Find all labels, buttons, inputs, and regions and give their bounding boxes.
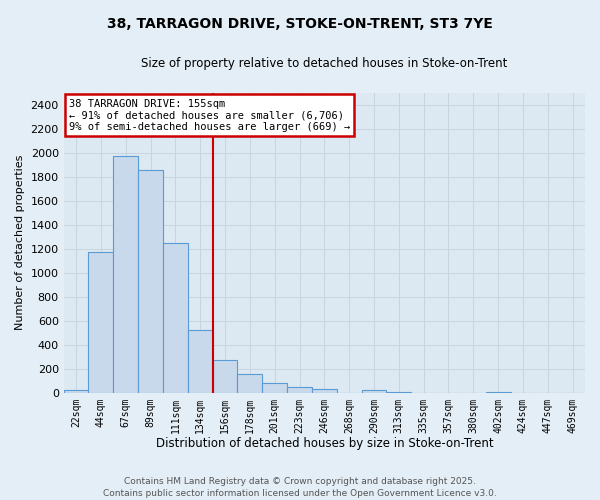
Bar — [212, 360, 238, 392]
Text: 38 TARRAGON DRIVE: 155sqm
← 91% of detached houses are smaller (6,706)
9% of sem: 38 TARRAGON DRIVE: 155sqm ← 91% of detac… — [69, 98, 350, 132]
X-axis label: Distribution of detached houses by size in Stoke-on-Trent: Distribution of detached houses by size … — [155, 437, 493, 450]
Bar — [163, 243, 188, 392]
Bar — [113, 156, 138, 392]
Bar — [64, 390, 88, 392]
Bar — [287, 388, 312, 392]
Bar — [262, 382, 287, 392]
Title: Size of property relative to detached houses in Stoke-on-Trent: Size of property relative to detached ho… — [141, 58, 508, 70]
Text: Contains HM Land Registry data © Crown copyright and database right 2025.
Contai: Contains HM Land Registry data © Crown c… — [103, 476, 497, 498]
Bar — [362, 390, 386, 392]
Bar — [88, 252, 113, 392]
Text: 38, TARRAGON DRIVE, STOKE-ON-TRENT, ST3 7YE: 38, TARRAGON DRIVE, STOKE-ON-TRENT, ST3 … — [107, 18, 493, 32]
Bar — [188, 330, 212, 392]
Bar — [238, 374, 262, 392]
Y-axis label: Number of detached properties: Number of detached properties — [15, 155, 25, 330]
Bar — [138, 170, 163, 392]
Bar — [312, 388, 337, 392]
